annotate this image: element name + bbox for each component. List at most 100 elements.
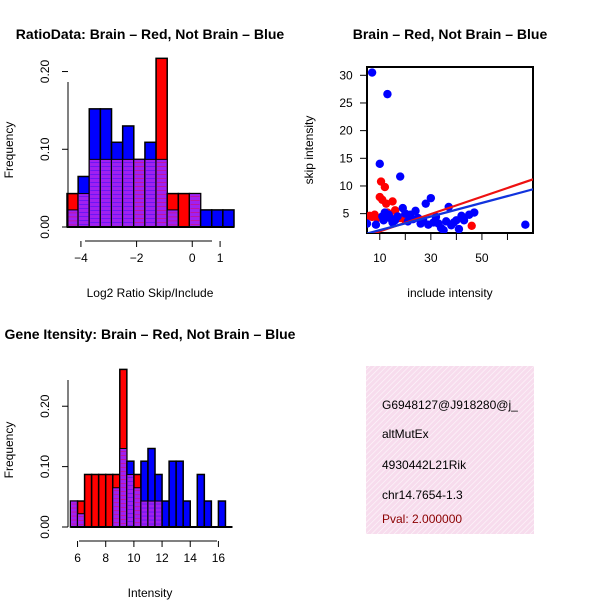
x-tick-label: −2 <box>130 251 144 265</box>
x-tick-label: 8 <box>102 551 109 565</box>
not-brain-point <box>454 224 464 233</box>
x-tick-label: 12 <box>155 551 169 565</box>
overlap-bar <box>155 158 168 228</box>
info-panel: G6948127@J918280@j_ altMutEx 4930442L21R… <box>366 366 534 534</box>
ratio-x-axis-label: Log2 Ratio Skip/Include <box>87 286 214 300</box>
not-brain-point <box>396 172 405 181</box>
intensity-y-axis-label: Frequency <box>2 422 16 479</box>
y-tick-label: 0.10 <box>38 455 52 479</box>
ratio-histogram-title: RatioData: Brain – Red, Not Brain – Blue <box>16 26 285 42</box>
overlap-bar <box>111 158 124 228</box>
not-brain-point <box>439 226 448 233</box>
y-tick-label: 0.20 <box>38 60 52 84</box>
x-tick-label: 1 <box>217 251 224 265</box>
overlap-bar <box>99 158 113 228</box>
not-brain-bar <box>203 500 213 528</box>
overlap-bar <box>66 209 79 228</box>
overlap-bar <box>126 473 135 528</box>
overlap-bar <box>147 500 156 528</box>
overlap-bar <box>188 193 202 228</box>
scatter-x-axis-label: include intensity <box>407 286 492 300</box>
overlap-bar <box>140 500 149 528</box>
x-tick-label: 14 <box>184 551 198 565</box>
overlap-bar <box>70 500 79 528</box>
info-box <box>366 366 534 534</box>
overlap-bar <box>166 209 179 228</box>
not-brain-point <box>383 89 392 99</box>
info-location: chr14.7654-1.3 <box>382 488 463 502</box>
overlap-bar <box>122 158 135 228</box>
ratio-histogram-panel: RatioData: Brain – Red, Not Brain – Blue… <box>2 26 284 300</box>
ratio-histogram-bars <box>66 57 235 228</box>
y-tick-label: 0.20 <box>38 394 52 418</box>
scatter-panel: Brain – Red, Not Brain – Blue 10 30 50 5 10… <box>302 26 547 300</box>
not-brain-bar <box>222 209 235 228</box>
y-tick-label: 0.00 <box>38 215 52 239</box>
not-brain-point <box>379 216 388 225</box>
not-brain-bar <box>175 460 184 528</box>
info-event-id: G6948127@J918280@j_ <box>382 398 518 412</box>
intensity-histogram-bars <box>69 368 233 528</box>
x-tick-label: 50 <box>475 251 489 265</box>
y-tick-label: 30 <box>339 68 353 82</box>
not-brain-point <box>393 212 402 221</box>
ratio-y-axis-label: Frequency <box>2 122 16 179</box>
y-tick-label: 0.10 <box>38 137 52 161</box>
x-tick-label: 10 <box>127 551 141 565</box>
not-brain-point <box>367 219 372 228</box>
not-brain-bar <box>217 500 227 528</box>
y-tick-label: 0.00 <box>38 515 52 539</box>
not-brain-point <box>521 220 530 229</box>
y-tick-label: 5 <box>343 207 350 221</box>
overlap-bar <box>88 158 101 228</box>
not-brain-point <box>426 193 436 203</box>
brain-point <box>380 182 390 192</box>
overlap-bar <box>112 487 121 528</box>
x-tick-label: 6 <box>74 551 81 565</box>
not-brain-bar <box>168 460 177 528</box>
intensity-histogram-panel: Gene Itensity: Brain – Red, Not Brain – … <box>2 326 296 600</box>
overlap-bar <box>133 487 142 528</box>
not-brain-point <box>470 208 479 217</box>
info-gene-name: 4930442L21Rik <box>382 458 467 472</box>
not-brain-point <box>371 220 381 229</box>
scatter-plot-box <box>366 66 534 234</box>
scatter-y-axis-label: skip intensity <box>302 116 316 185</box>
overlap-bar <box>154 500 163 528</box>
brain-bar <box>90 473 100 528</box>
intensity-x-axis-label: Intensity <box>128 586 173 600</box>
info-pval: Pval: 2.000000 <box>382 512 462 526</box>
info-text-clip-mask <box>534 390 600 420</box>
y-tick-label: 20 <box>339 124 353 138</box>
intensity-x-ticks: 6 8 10 12 14 16 <box>74 541 225 565</box>
brain-bar <box>104 473 114 528</box>
overlap-bar <box>77 193 90 228</box>
intensity-histogram-title: Gene Itensity: Brain – Red, Not Brain – … <box>5 326 296 342</box>
not-brain-bar <box>210 209 224 228</box>
scatter-x-ticks: 10 30 50 <box>373 233 508 265</box>
not-brain-bar <box>199 209 213 228</box>
x-tick-label: 30 <box>424 251 438 265</box>
x-tick-label: 10 <box>373 251 387 265</box>
not-brain-bar <box>161 500 170 528</box>
not-brain-point <box>421 199 430 208</box>
not-brain-bar <box>182 500 191 528</box>
scatter-title: Brain – Red, Not Brain – Blue <box>353 26 548 42</box>
brain-point <box>388 197 397 206</box>
brain-bar <box>97 473 107 528</box>
y-tick-label: 10 <box>339 179 353 193</box>
info-event-type: altMutEx <box>382 427 429 441</box>
x-tick-label: 0 <box>189 251 196 265</box>
x-tick-label: −4 <box>74 251 88 265</box>
y-tick-label: 25 <box>339 96 353 110</box>
x-tick-label: 16 <box>212 551 226 565</box>
overlap-bar <box>144 158 157 228</box>
brain-bar <box>177 192 191 228</box>
ratio-x-ticks: −4 −2 0 1 <box>74 241 224 265</box>
not-brain-point <box>411 206 420 216</box>
brain-point <box>467 221 476 231</box>
not-brain-fit-line <box>367 188 533 233</box>
not-brain-bar <box>196 473 206 528</box>
ratio-y-ticks: 0.00 0.10 0.20 <box>38 60 68 239</box>
